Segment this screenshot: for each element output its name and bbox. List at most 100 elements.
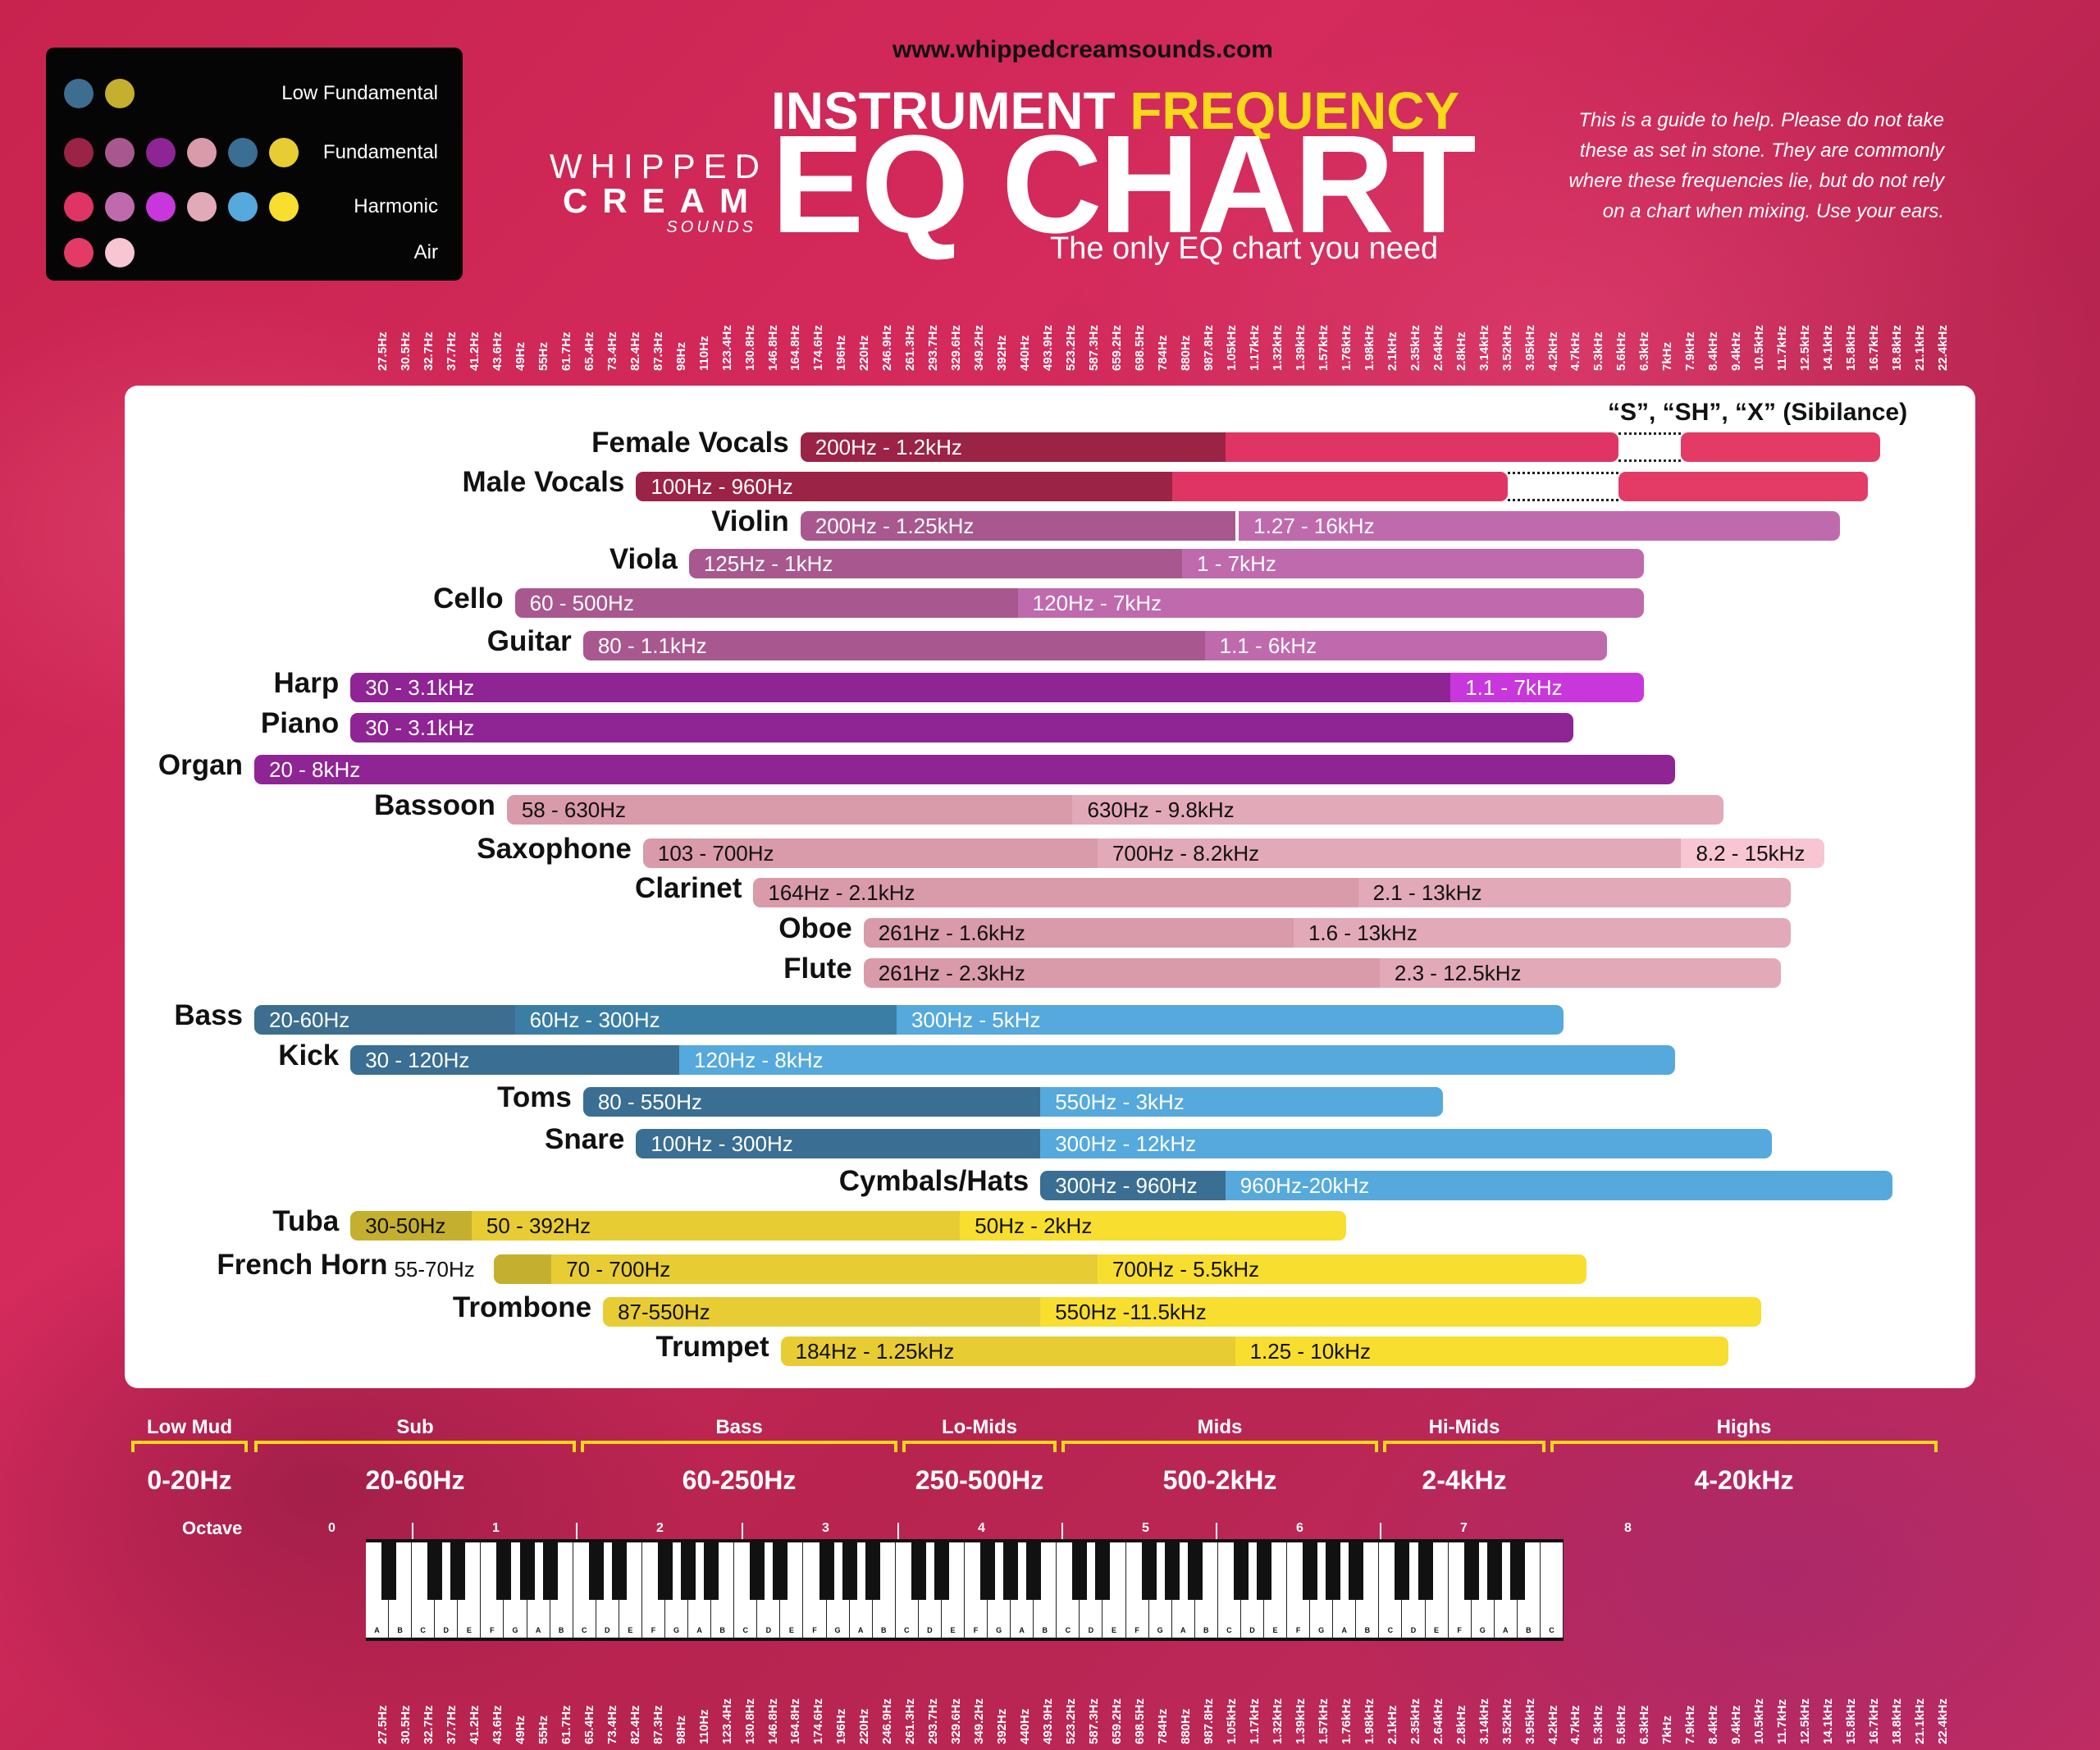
- brand-logo: WHIPPED CREAM SOUNDS: [550, 149, 763, 237]
- frequency-tick-label: 123.4Hz: [719, 1698, 734, 1744]
- instrument-label: Tuba: [272, 1205, 340, 1237]
- instrument-label: Harp: [273, 667, 340, 699]
- instrument-label: Piano: [260, 707, 340, 739]
- instrument-label: Organ: [158, 749, 243, 781]
- bar-segment-label: 60 - 500Hz: [529, 591, 634, 615]
- key-letter: D: [1410, 1626, 1417, 1634]
- octave-tick: [1380, 1523, 1381, 1539]
- bar-segment: [688, 549, 1183, 578]
- instrument-label: Female Vocals: [591, 427, 789, 459]
- site-url: www.whippedcreamsounds.com: [892, 36, 1273, 63]
- bar-segment: [863, 958, 1380, 988]
- frequency-tick-label: 2.64kHz: [1431, 325, 1445, 371]
- frequency-tick-label: 27.5Hz: [376, 331, 390, 371]
- key-letter: D: [927, 1626, 933, 1634]
- bar-segment: [1618, 472, 1868, 501]
- key-letter: E: [950, 1626, 956, 1634]
- instrument-label: Trombone: [452, 1291, 592, 1323]
- piano-black-key: [1257, 1542, 1271, 1600]
- bar-segment-label: 1.27 - 16kHz: [1253, 514, 1375, 538]
- legend-swatch: [105, 192, 135, 222]
- band-bracket: [131, 1441, 248, 1452]
- instrument-label: Trumpet: [655, 1331, 769, 1363]
- bar-segment: [506, 795, 1073, 825]
- frequency-tick-label: 220Hz: [857, 1708, 872, 1744]
- piano-black-key: [1164, 1542, 1180, 1600]
- bar-segment: [1450, 673, 1644, 702]
- key-letter: G: [1479, 1626, 1486, 1634]
- frequency-tick-label: 2.1kHz: [1385, 1705, 1399, 1744]
- disclaimer-text: This is a guide to help. Please do not t…: [1568, 109, 1944, 222]
- frequency-tick-label: 43.6Hz: [490, 331, 504, 371]
- band-bracket: [902, 1441, 1057, 1452]
- frequency-tick-label: 293.7Hz: [926, 325, 941, 371]
- frequency-tick-label: 73.4Hz: [605, 331, 619, 371]
- bar-segment: [494, 1254, 552, 1284]
- key-letter: E: [788, 1626, 794, 1634]
- octave-number: 3: [822, 1521, 829, 1535]
- bar-segment: [1204, 631, 1608, 660]
- frequency-tick-label: 329.6Hz: [949, 325, 964, 371]
- bar-segment: [679, 1045, 1676, 1075]
- frequency-tick-label: 16.7kHz: [1867, 1698, 1882, 1744]
- octave-number: 6: [1296, 1521, 1303, 1535]
- frequency-tick-label: 1.39kHz: [1293, 1698, 1308, 1744]
- key-letter: C: [581, 1626, 587, 1634]
- bar-segment-label: 960Hz-20kHz: [1239, 1173, 1370, 1198]
- bar-segment-label: 20-60Hz: [269, 1008, 350, 1032]
- bar-segment-label: 125Hz - 1kHz: [703, 551, 833, 576]
- frequency-tick-label: 659.2Hz: [1110, 1698, 1125, 1744]
- band-range: 0-20Hz: [147, 1465, 232, 1495]
- title-frequency: FREQUENCY: [1130, 81, 1460, 140]
- piano-black-key: [1141, 1542, 1157, 1600]
- octave-tick: [742, 1523, 743, 1539]
- band-name: Mids: [1197, 1416, 1243, 1438]
- frequency-tick-label: 30.5Hz: [398, 1705, 413, 1744]
- piano-black-key: [980, 1542, 996, 1600]
- piano-black-key: [588, 1542, 604, 1600]
- piano-white-key: C: [1540, 1542, 1564, 1638]
- logo-line-3: SOUNDS: [666, 218, 756, 236]
- frequency-tick-label: 1.76kHz: [1339, 1698, 1354, 1744]
- frequency-tick-label: 349.2Hz: [972, 325, 987, 371]
- frequency-tick-label: 15.8kHz: [1844, 325, 1859, 371]
- frequency-tick-label: 587.3Hz: [1087, 325, 1102, 371]
- frequency-tick-label: 41.2Hz: [467, 331, 482, 371]
- frequency-tick-label: 4.2kHz: [1545, 1705, 1560, 1744]
- key-letter: D: [605, 1626, 610, 1634]
- band-name: Bass: [715, 1416, 763, 1438]
- frequency-tick-label: 493.9Hz: [1041, 325, 1056, 371]
- legend-label: Low Fundamental: [281, 82, 438, 104]
- instrument-label: Viola: [609, 543, 678, 575]
- band-bracket: [254, 1441, 576, 1452]
- page-title: EQ CHART: [771, 107, 1477, 263]
- frequency-tick-label: 65.4Hz: [582, 1705, 596, 1744]
- frequency-tick-label: 1.98kHz: [1362, 1698, 1376, 1744]
- key-letter: D: [1088, 1626, 1094, 1634]
- sibilance-gap: [1508, 472, 1619, 501]
- band-range: 20-60Hz: [365, 1465, 465, 1495]
- frequency-tick-label: 15.8kHz: [1844, 1698, 1859, 1744]
- piano-black-key: [842, 1542, 857, 1600]
- frequency-tick-label: 3.52kHz: [1500, 1698, 1514, 1744]
- bar-segment-label: 120Hz - 7kHz: [1032, 591, 1162, 615]
- piano-black-key: [1509, 1542, 1525, 1600]
- legend-swatch: [105, 79, 135, 108]
- piano-black-key: [1026, 1542, 1042, 1600]
- instrument-label: French Horn: [217, 1249, 388, 1281]
- frequency-tick-label: 493.9Hz: [1041, 1698, 1056, 1744]
- piano-black-key: [1395, 1542, 1410, 1600]
- key-letter: D: [1249, 1626, 1255, 1634]
- frequency-tick-label: 10.5kHz: [1752, 325, 1767, 371]
- key-letter: B: [880, 1626, 887, 1634]
- frequency-tick-label: 110Hz: [696, 1709, 711, 1744]
- bar-segment: [1182, 549, 1644, 578]
- frequency-tick-label: 123.4Hz: [719, 325, 734, 371]
- logo-line-1: WHIPPED: [550, 147, 769, 185]
- frequency-tick-label: 440Hz: [1018, 335, 1033, 371]
- frequency-tick-label: 18.8kHz: [1890, 325, 1905, 371]
- band-range: 2-4kHz: [1422, 1465, 1507, 1495]
- bar-segment: [1172, 472, 1509, 501]
- bar-segment: [1681, 432, 1881, 462]
- frequency-tick-label: 146.8Hz: [765, 1698, 780, 1744]
